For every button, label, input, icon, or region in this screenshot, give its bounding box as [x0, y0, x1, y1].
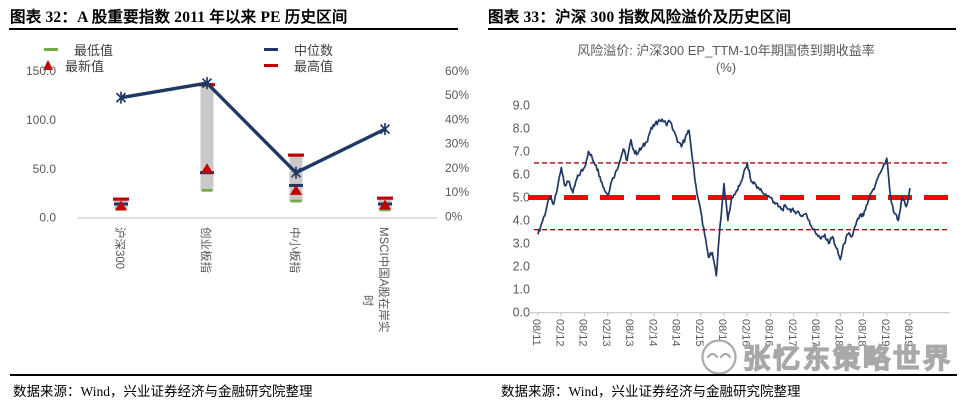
y-axis-tick-label: 3.0: [513, 237, 530, 251]
latest-marker: [115, 200, 127, 211]
y-axis-tick-label: 1.0: [513, 283, 530, 297]
watermark-text: 张忆东策略世界: [742, 343, 953, 374]
right-axis-tick-label: 40%: [445, 112, 469, 126]
x-axis-tick-label: 08/11: [530, 319, 542, 346]
pe-range-column: [377, 196, 393, 212]
pe-range-column: [113, 197, 129, 211]
min-marker: [290, 199, 302, 203]
y-axis-tick-label: 2.0: [513, 260, 530, 274]
asterisk-marker: [379, 123, 391, 136]
legend-label: 最低值: [74, 42, 114, 58]
range-bar: [200, 84, 214, 191]
subtitle-line1: 风险溢价: 沪深300 EP_TTM-10年期国债到期收益率: [577, 43, 875, 58]
right-title-underline: [488, 28, 956, 30]
category-label: 创业板指: [199, 227, 213, 273]
legend-item-max: 最高值: [264, 58, 334, 74]
risk-premium-series-line: [537, 118, 911, 277]
right-axis-tick-label: 0%: [445, 209, 463, 223]
x-axis-tick-label: 08/14: [670, 319, 682, 347]
y-axis-tick-label: 5.0: [513, 190, 530, 204]
risk-premium-chart: 0.0 1.0 2.0 3.0 4.0 5.0 6.0 7.0 8.0 9.0 08/11 02/12…: [513, 98, 950, 347]
pe-range-chart: 0.0 50.0 100.0 150.0 0% 10% 20% 30% 40% 50% 60% 沪深3…: [26, 64, 469, 332]
category-label: 中小板指: [288, 227, 302, 273]
left-axis-tick-label: 50.0: [33, 162, 57, 176]
max-marker: [113, 197, 129, 201]
legend-item-median: 中位数: [264, 42, 334, 58]
right-axis-tick-label: 60%: [445, 64, 469, 78]
y-axis-tick-label: 9.0: [513, 98, 530, 112]
left-axis-tick-label: 0.0: [39, 211, 56, 225]
right-axis-tick-label: 50%: [445, 88, 469, 102]
right-chart-subtitle: 风险溢价: 沪深300 EP_TTM-10年期国债到期收益率 (%): [484, 42, 968, 76]
legend-item-min: 最低值: [44, 42, 114, 58]
latest-marker: [379, 199, 391, 210]
legend-item-latest: 最新值: [43, 58, 105, 74]
legend-label: 中位数: [294, 42, 334, 58]
x-axis-tick-label: 08/13: [623, 319, 635, 347]
x-axis-tick-label: 02/19: [879, 319, 891, 347]
source-note-right: 数据来源：Wind，兴业证券经济与金融研究院整理: [501, 384, 801, 399]
left-chart-title: 图表 32：A 股重要指数 2011 年以来 PE 历史区间: [10, 9, 348, 26]
latest-marker: [290, 184, 302, 195]
x-axis-tick-label: 02/16: [739, 319, 751, 347]
min-marker: [201, 188, 213, 192]
percentile-line: [120, 81, 386, 175]
x-axis-tick-label: 08/19: [902, 319, 914, 347]
latest-triangle-icon: [43, 60, 53, 70]
asterisk-marker: [115, 91, 127, 104]
legend-label: 最高值: [294, 58, 334, 74]
subtitle-line2: (%): [715, 60, 737, 75]
x-axis-tick-label: 02/15: [693, 319, 705, 347]
category-label: 沪深300: [113, 227, 127, 269]
pe-range-column: [199, 83, 215, 192]
y-axis-tick-label: 4.0: [513, 214, 530, 228]
x-axis-tick-label: 08/17: [809, 319, 821, 347]
right-axis-tick-label: 20%: [445, 161, 469, 175]
y-axis-tick-label: 0.0: [513, 306, 530, 320]
asterisk-marker: [201, 77, 213, 90]
x-axis-tick-label: 08/18: [856, 319, 868, 347]
left-axis-tick-label: 100.0: [26, 113, 56, 127]
median-dash-icon: [264, 47, 278, 51]
category-label: MSCI中国A股在岸实: [377, 227, 391, 332]
y-axis-tick-label: 7.0: [513, 144, 530, 158]
x-axis-tick-label: 02/18: [832, 319, 844, 347]
bottom-divider: [10, 374, 957, 376]
max-marker: [377, 196, 393, 200]
x-axis-tick-label: 02/17: [786, 319, 798, 347]
x-axis-tick-label: 02/14: [646, 319, 658, 347]
right-axis-tick-label: 10%: [445, 185, 469, 199]
source-note-left: 数据来源：Wind，兴业证券经济与金融研究院整理: [13, 384, 313, 399]
max-dash-icon: [264, 63, 278, 67]
x-axis-tick-label: 02/13: [600, 319, 612, 347]
left-axis-tick-label: 150.0: [26, 64, 56, 78]
right-chart-title: 图表 33：沪深 300 指数风险溢价及历史区间: [488, 9, 792, 26]
y-axis-tick-label: 6.0: [513, 167, 530, 181]
x-axis-tick-label: 08/16: [763, 319, 775, 347]
category-label-wrap: 时: [361, 295, 374, 307]
max-marker: [288, 153, 304, 157]
x-axis-tick-label: 08/12: [577, 319, 589, 347]
left-chart-legend: 最低值 最新值 中位数 最高值: [0, 0, 484, 80]
left-title-underline: [9, 28, 458, 30]
watermark: 张忆东策略世界: [700, 337, 953, 376]
x-axis-tick-label: 02/12: [553, 319, 565, 347]
asterisk-marker: [290, 166, 302, 179]
min-dash-icon: [44, 47, 58, 51]
min-marker: [379, 208, 391, 212]
legend-label: 最新值: [65, 58, 105, 74]
right-axis-tick-label: 30%: [445, 137, 469, 151]
latest-marker: [201, 163, 213, 174]
smiley-logo-icon: [701, 338, 737, 375]
y-axis-tick-label: 8.0: [513, 121, 530, 135]
